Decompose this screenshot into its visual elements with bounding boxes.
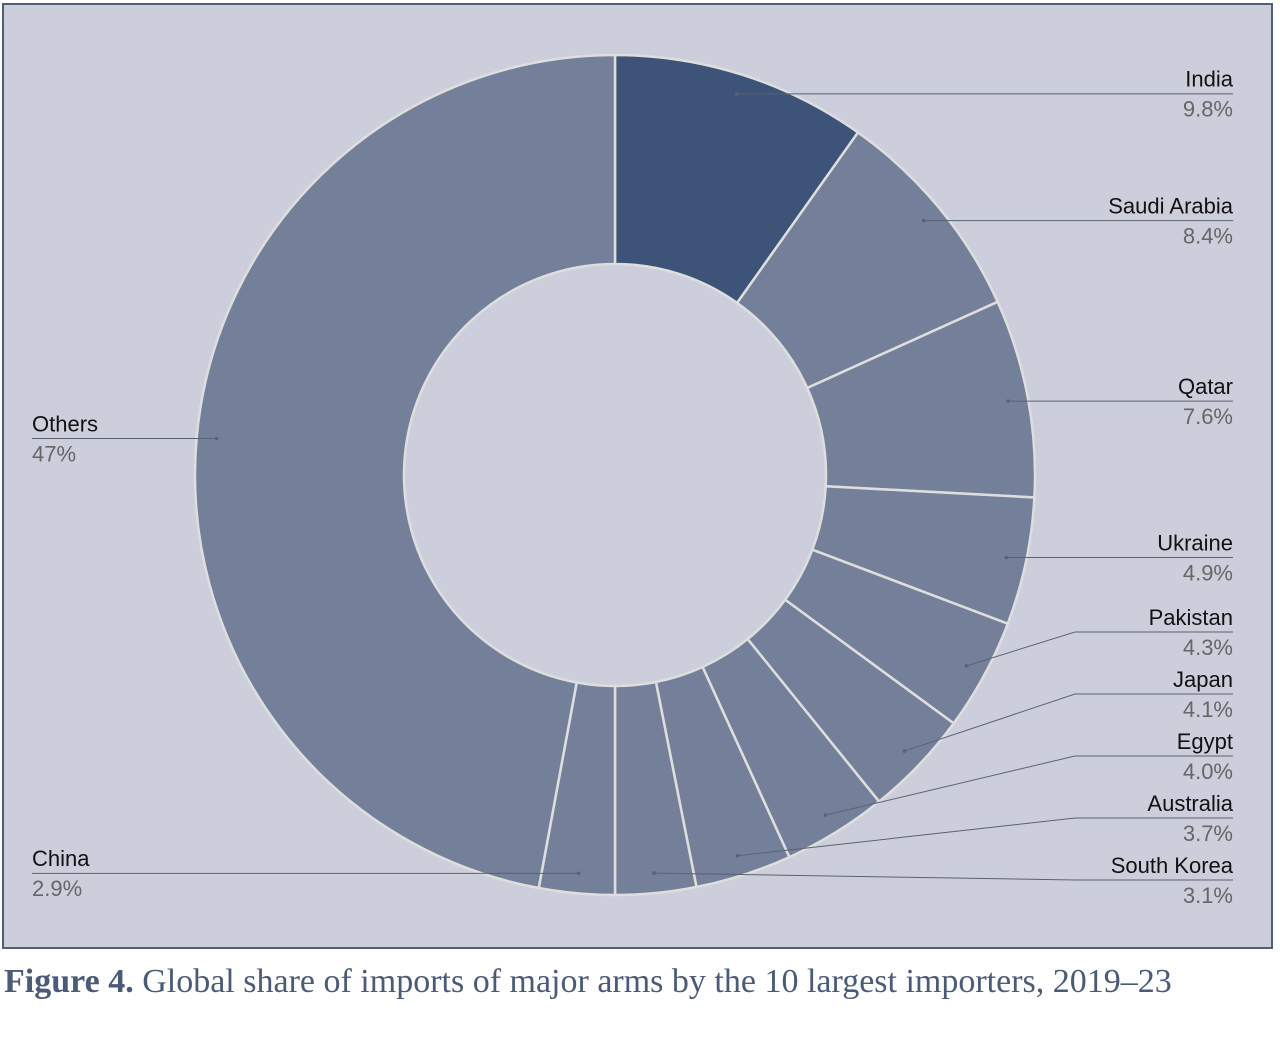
slice-label: India <box>1185 67 1233 92</box>
figure-label: Figure 4. <box>4 963 134 1000</box>
leader-dot <box>214 436 219 441</box>
slice-label: Saudi Arabia <box>1108 193 1234 218</box>
leader-dot <box>823 813 828 817</box>
slice-value-label: 4.3% <box>1183 635 1233 660</box>
leader-dot <box>652 871 656 875</box>
slice-value-label: 3.1% <box>1183 883 1233 908</box>
leader-dot <box>576 871 581 876</box>
chart: India 9.8% Saudi Arabia 8.4% Qatar 7.6% Ukrain… <box>2 3 1273 949</box>
leader-line <box>653 872 1233 881</box>
donut-slice <box>613 53 860 305</box>
leader-dot <box>735 853 740 858</box>
leader-dot <box>734 92 739 96</box>
leader-dot <box>902 749 907 753</box>
leader-line <box>904 693 1233 752</box>
leader-line <box>737 817 1233 857</box>
slice-value-label: 2.9% <box>32 876 82 901</box>
slice-label: China <box>32 846 90 871</box>
leader-line <box>966 631 1233 667</box>
leader-dot <box>921 218 926 223</box>
slice-value-label: 9.8% <box>1183 97 1233 122</box>
leader-line <box>825 755 1233 816</box>
slice-label: Qatar <box>1178 374 1233 399</box>
slice-value-label: 3.7% <box>1183 821 1233 846</box>
leader-dot <box>1004 555 1009 560</box>
slice-label: Egypt <box>1177 729 1233 754</box>
leader-dot <box>1006 399 1010 403</box>
leader-dot <box>964 664 969 668</box>
slice-value-label: 4.1% <box>1183 697 1233 722</box>
slice-value-label: 4.0% <box>1183 759 1233 784</box>
caption-text: Global share of imports of major arms by… <box>142 963 1172 1000</box>
slice-label: Ukraine <box>1157 530 1233 555</box>
slice-value-label: 7.6% <box>1183 404 1233 429</box>
slice-label: Japan <box>1173 667 1233 692</box>
slice-label: Others <box>32 411 98 436</box>
slice-value-label: 47% <box>32 441 76 466</box>
slice-value-label: 8.4% <box>1183 223 1233 248</box>
donut-slice <box>193 53 617 890</box>
slice-label: Australia <box>1147 791 1233 816</box>
slice-label: South Korea <box>1111 853 1234 878</box>
slice-value-label: 4.9% <box>1183 560 1233 585</box>
caption: Figure 4. Global share of imports of maj… <box>4 958 1244 1006</box>
slice-label: Pakistan <box>1149 605 1233 630</box>
